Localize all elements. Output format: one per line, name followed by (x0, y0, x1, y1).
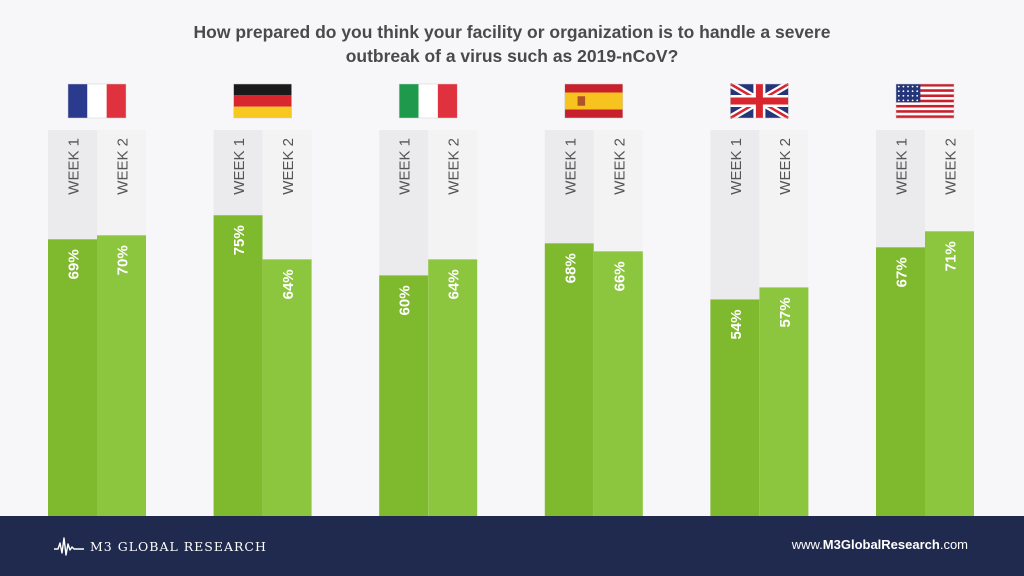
france-flag-icon (67, 83, 127, 119)
value-label-germany-week2: 64% (280, 269, 297, 299)
bar-france-week1 (48, 239, 97, 516)
bar-united-kingdom-week2 (759, 287, 809, 516)
series-label-france-week1: WEEK 1 (66, 138, 83, 195)
website-prefix: www. (791, 537, 823, 552)
spain-flag-icon (564, 83, 624, 119)
brand-name: M3 GLOBAL RESEARCH (90, 538, 267, 554)
series-label-spain-week1: WEEK 1 (562, 138, 579, 195)
series-label-france-week2: WEEK 2 (115, 138, 132, 195)
bar-france-week2 (97, 235, 146, 516)
value-label-united-states-week1: 67% (894, 257, 911, 287)
series-label-united-kingdom-week2: WEEK 2 (777, 138, 794, 195)
bar-group-france: WEEK 1 69% WEEK 2 70% (48, 83, 146, 516)
bar-germany-week2 (262, 259, 312, 516)
series-label-italy-week1: WEEK 1 (397, 138, 414, 195)
series-label-united-states-week1: WEEK 1 (894, 138, 911, 195)
value-label-italy-week1: 60% (397, 285, 414, 315)
bar-italy-week1 (379, 275, 429, 516)
series-label-united-states-week2: WEEK 2 (943, 138, 960, 195)
brand-logo[interactable]: M3 GLOBAL RESEARCH (54, 535, 267, 557)
series-label-germany-week2: WEEK 2 (280, 138, 297, 195)
bar-group-united-kingdom: WEEK 1 54% WEEK 2 57% (710, 80, 809, 516)
website-domain: M3GlobalResearch (822, 537, 940, 552)
uk-flag-icon (728, 80, 791, 122)
value-label-united-kingdom-week2: 57% (777, 297, 794, 327)
website-link[interactable]: www.M3GlobalResearch.com (792, 537, 968, 552)
italy-flag-icon (398, 83, 458, 119)
bar-united-states-week2 (925, 231, 974, 516)
value-label-united-states-week2: 71% (943, 241, 960, 271)
chart-title: How prepared do you think your facility … (0, 20, 1024, 68)
bar-group-italy: WEEK 1 60% WEEK 2 64% (379, 83, 478, 516)
footer-bar: M3 GLOBAL RESEARCH www.M3GlobalResearch.… (0, 516, 1024, 576)
bar-group-united-states: WEEK 1 67% WEEK 2 71% (876, 83, 974, 516)
bar-group-germany: WEEK 1 75% WEEK 2 64% (213, 83, 312, 516)
value-label-germany-week1: 75% (231, 225, 248, 255)
website-suffix: .com (939, 537, 968, 552)
value-label-united-kingdom-week1: 54% (728, 309, 745, 339)
bar-chart: WEEK 169%WEEK 270%WEEK 175%WEEK 264%WEEK… (48, 80, 974, 516)
series-label-germany-week1: WEEK 1 (231, 138, 248, 195)
bar-germany-week1 (213, 215, 263, 516)
series-label-spain-week2: WEEK 2 (611, 138, 628, 195)
value-label-italy-week2: 64% (446, 269, 463, 299)
germany-flag-icon (233, 83, 292, 119)
series-label-united-kingdom-week1: WEEK 1 (728, 138, 745, 195)
chart-title-line-1: How prepared do you think your facility … (193, 22, 831, 42)
bar-spain-week1 (544, 243, 594, 516)
m3-pulse-logo-icon (54, 537, 84, 556)
value-label-spain-week2: 66% (611, 261, 628, 291)
bar-united-states-week1 (876, 247, 925, 516)
bar-spain-week2 (593, 251, 643, 516)
bar-italy-week2 (428, 259, 478, 516)
value-label-spain-week1: 68% (562, 253, 579, 283)
chart-title-line-2: outbreak of a virus such as 2019-nCoV? (345, 46, 679, 66)
value-label-france-week1: 69% (66, 249, 83, 279)
series-label-italy-week2: WEEK 2 (446, 138, 463, 195)
value-label-france-week2: 70% (115, 245, 132, 275)
bar-united-kingdom-week1 (710, 299, 760, 516)
bar-group-spain: WEEK 1 68% WEEK 2 66% (544, 83, 643, 516)
usa-flag-icon (895, 83, 955, 119)
